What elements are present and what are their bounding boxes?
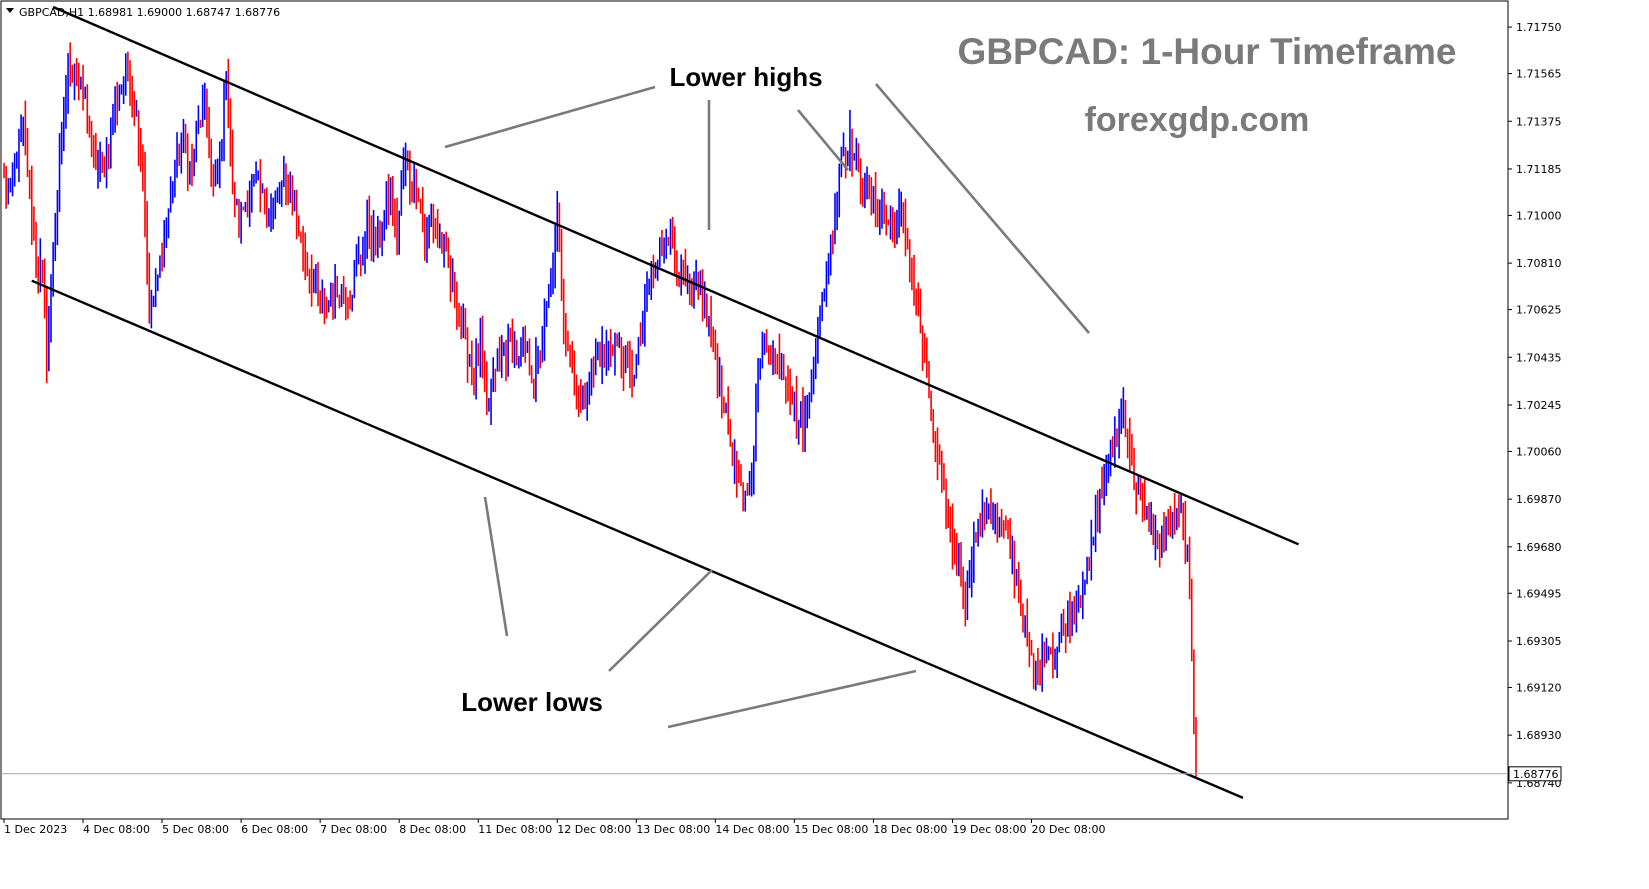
y-tick-label: 1.70625 bbox=[1516, 304, 1562, 317]
x-tick-label: 18 Dec 08:00 bbox=[873, 823, 947, 836]
y-axis: 1.71750 1.71565 1.71375 1.71185 1.71000 1.708… bbox=[1508, 21, 1562, 790]
y-tick-label: 1.69305 bbox=[1516, 635, 1562, 648]
y-tick-label: 1.70810 bbox=[1516, 257, 1562, 270]
y-tick-label: 1.71185 bbox=[1516, 163, 1562, 176]
lower-channel-line bbox=[31, 279, 1244, 800]
lower-highs-label: Lower highs bbox=[669, 62, 822, 92]
channel-lines bbox=[31, 5, 1300, 800]
x-tick-label: 14 Dec 08:00 bbox=[715, 823, 789, 836]
y-tick-label: 1.68930 bbox=[1516, 729, 1562, 742]
chart-title: GBPCAD: 1-Hour Timeframe bbox=[958, 31, 1457, 72]
current-price-label: 1.68776 bbox=[1513, 768, 1559, 781]
symbol-dropdown-icon[interactable] bbox=[6, 8, 14, 13]
x-tick-label: 12 Dec 08:00 bbox=[557, 823, 631, 836]
y-tick-label: 1.69870 bbox=[1516, 493, 1562, 506]
pointer-line bbox=[875, 83, 1090, 334]
y-tick-label: 1.69495 bbox=[1516, 587, 1562, 600]
x-tick-label: 11 Dec 08:00 bbox=[478, 823, 552, 836]
lower-lows-label: Lower lows bbox=[461, 687, 603, 717]
upper-channel-line bbox=[52, 5, 1300, 546]
chart-subtitle: forexgdp.com bbox=[1085, 101, 1310, 139]
annotation-pointers bbox=[444, 83, 1090, 729]
pointer-line bbox=[444, 85, 656, 149]
pointer-line bbox=[797, 109, 849, 171]
y-tick-label: 1.70435 bbox=[1516, 351, 1562, 364]
current-price-tag: 1.68776 bbox=[1508, 766, 1562, 782]
y-tick-label: 1.69120 bbox=[1516, 681, 1562, 694]
x-axis: 1 Dec 2023 4 Dec 08:00 5 Dec 08:00 6 Dec 08… bbox=[3, 819, 1106, 836]
y-tick-label: 1.70060 bbox=[1516, 445, 1562, 458]
x-tick-label: 20 Dec 08:00 bbox=[1032, 823, 1106, 836]
x-tick-label: 8 Dec 08:00 bbox=[399, 823, 466, 836]
candles-group bbox=[3, 42, 1197, 778]
y-tick-label: 1.71565 bbox=[1516, 68, 1562, 81]
y-tick-label: 1.71000 bbox=[1516, 209, 1562, 222]
y-tick-label: 1.69680 bbox=[1516, 541, 1562, 554]
x-tick-label: 19 Dec 08:00 bbox=[952, 823, 1026, 836]
x-tick-label: 15 Dec 08:00 bbox=[794, 823, 868, 836]
y-tick-label: 1.71750 bbox=[1516, 21, 1562, 34]
pointer-line bbox=[483, 496, 509, 637]
x-tick-label: 1 Dec 2023 bbox=[4, 823, 67, 836]
x-tick-label: 5 Dec 08:00 bbox=[162, 823, 229, 836]
y-tick-label: 1.71375 bbox=[1516, 115, 1562, 128]
x-tick-label: 7 Dec 08:00 bbox=[320, 823, 387, 836]
pointer-line bbox=[667, 669, 917, 729]
pointer-line bbox=[608, 569, 713, 672]
x-tick-label: 6 Dec 08:00 bbox=[241, 823, 308, 836]
x-tick-label: 13 Dec 08:00 bbox=[636, 823, 710, 836]
y-tick-label: 1.70245 bbox=[1516, 399, 1562, 412]
symbol-info: GBPCAD,H1 1.68981 1.69000 1.68747 1.6877… bbox=[19, 6, 280, 19]
plot-frame bbox=[0, 0, 1509, 820]
x-tick-label: 4 Dec 08:00 bbox=[83, 823, 150, 836]
